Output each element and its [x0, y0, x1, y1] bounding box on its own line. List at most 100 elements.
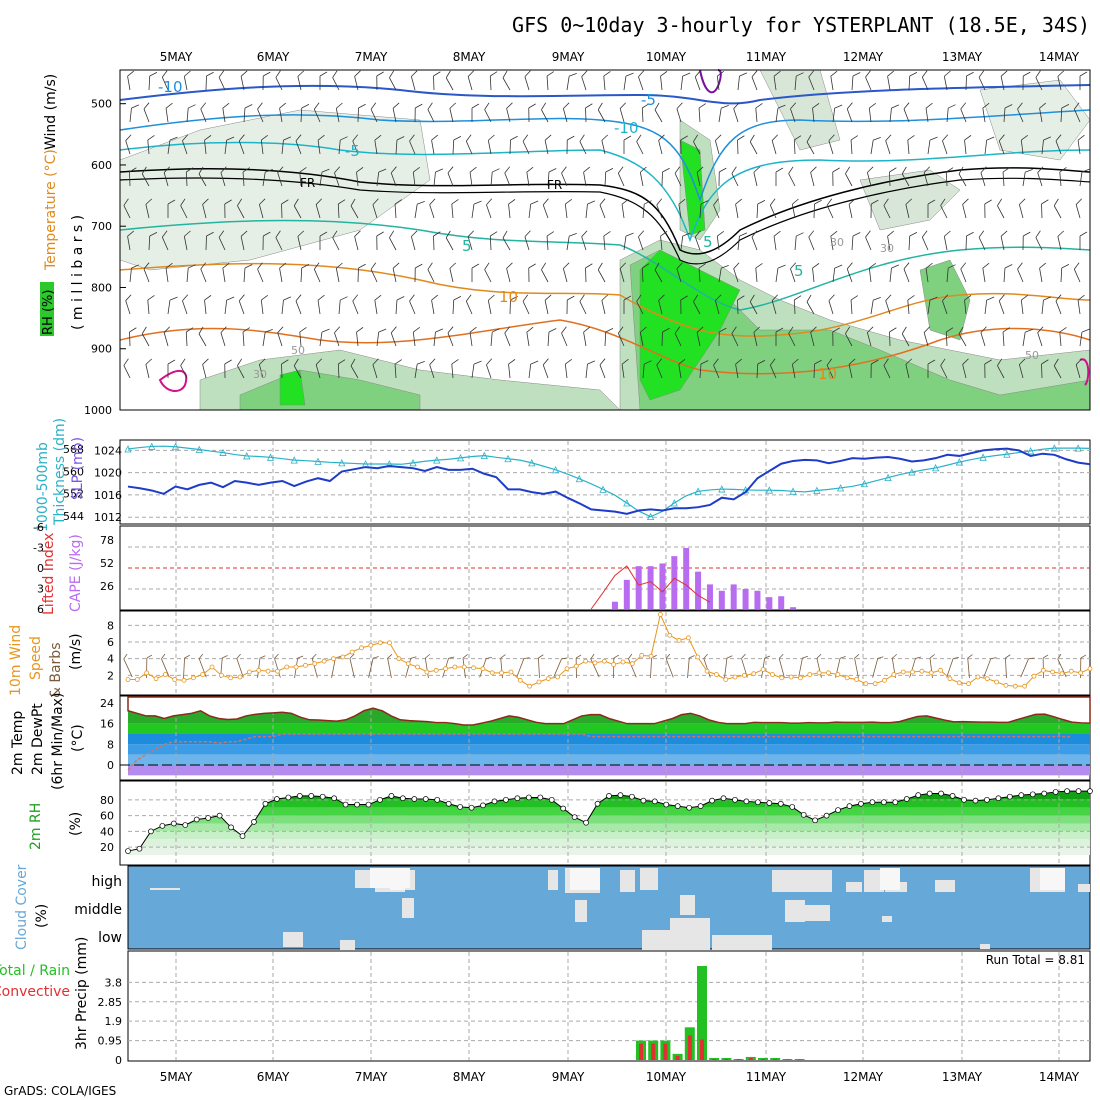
wind-barb — [332, 70, 340, 91]
wind-barb — [793, 135, 802, 155]
run-total: Run Total = 8.81 — [986, 953, 1085, 967]
barb-shaft — [502, 237, 511, 251]
rh-marker — [583, 819, 589, 826]
rh-marker — [892, 799, 899, 806]
wind-marker — [499, 670, 504, 676]
wind-barb — [1075, 358, 1083, 379]
wind-barb — [414, 200, 425, 219]
barb-flag — [319, 71, 328, 77]
wind-barb — [737, 72, 748, 91]
cape-bar — [730, 584, 737, 609]
barb-flag — [431, 294, 439, 301]
barb-shaft — [1057, 236, 1062, 251]
wind-barb — [182, 294, 189, 315]
wind-barb — [205, 231, 214, 251]
wind-barb — [332, 230, 340, 251]
rh-tick: 80 — [100, 794, 114, 807]
barb-shaft — [487, 300, 492, 315]
barb-shaft — [641, 107, 644, 123]
precip-tick: 3.8 — [105, 976, 123, 989]
barb-flag — [1075, 198, 1083, 205]
wind-barb — [945, 167, 954, 187]
freezing-label: FR — [547, 178, 562, 192]
barb-flag — [719, 327, 727, 333]
barb-flag — [944, 70, 951, 77]
wind-barb — [165, 262, 173, 283]
cape-bar — [718, 590, 725, 609]
wind-barb — [806, 134, 815, 155]
barb-flag — [901, 166, 907, 174]
barb-flag — [982, 262, 990, 269]
barb-flag — [161, 230, 168, 238]
wind-barb — [372, 358, 379, 379]
barb-flag — [998, 134, 1005, 142]
barb-flag — [828, 294, 835, 301]
barb-shaft — [260, 300, 264, 315]
barb-shaft — [412, 332, 416, 347]
wind-marker — [1012, 683, 1018, 689]
wind-barb — [337, 359, 346, 379]
barb-flag — [311, 653, 317, 659]
rh-panel-labels: 2m RH (%) — [28, 803, 84, 850]
barb-flag — [504, 166, 511, 174]
wind-barb — [1002, 167, 1010, 187]
barb-shaft — [1055, 140, 1062, 155]
barb-shaft — [445, 77, 454, 91]
barb-shaft — [414, 364, 418, 379]
barb-shaft — [1041, 140, 1044, 155]
barb-shaft — [642, 204, 645, 219]
barb-flag — [413, 166, 420, 173]
barb-flag — [694, 70, 701, 78]
barb-flag — [358, 263, 366, 269]
wind-marker — [200, 672, 206, 677]
barb-flag — [579, 294, 585, 302]
barb-flag — [942, 294, 949, 302]
wind-barb — [1018, 198, 1026, 219]
barb-shaft — [202, 204, 207, 219]
barb-flag — [737, 295, 745, 301]
barb-shaft — [962, 364, 967, 379]
barb-flag — [693, 294, 699, 302]
barb-flag — [1073, 262, 1080, 270]
temp-label-a: 2m Temp — [10, 711, 26, 775]
barb-flag — [1037, 166, 1044, 173]
barb-flag — [796, 72, 804, 77]
barb-flag — [915, 656, 922, 659]
barb-flag — [445, 230, 451, 238]
precip-tick: 2.85 — [98, 996, 123, 1009]
wind-barb — [1039, 102, 1047, 123]
barb-shaft — [885, 140, 891, 155]
barb-flag — [448, 656, 455, 659]
barb-shaft — [200, 268, 207, 283]
rh-marker — [262, 800, 269, 807]
wind-barb — [1020, 657, 1035, 678]
barb-shaft — [279, 268, 283, 283]
barb-shaft — [694, 76, 701, 91]
wind-barb — [281, 359, 289, 379]
contour-line — [119, 84, 1091, 105]
wind-barb — [424, 654, 431, 678]
wind-barb — [870, 359, 879, 379]
barb-shaft — [508, 364, 511, 379]
wind-marker — [779, 675, 785, 681]
barb-shaft — [392, 108, 397, 123]
wind-barb — [185, 167, 194, 187]
barb-shaft — [506, 108, 511, 123]
wind-barb — [946, 264, 956, 283]
rh-region — [679, 139, 706, 236]
wind-marker — [331, 656, 336, 662]
barb-flag — [526, 166, 534, 173]
barb-shaft — [579, 141, 587, 155]
wind-barb — [636, 294, 644, 315]
wind-barb — [1018, 358, 1026, 379]
cloud-cell — [805, 905, 830, 921]
rh-marker — [617, 792, 624, 798]
cloud-cell-high — [880, 868, 900, 890]
barb-shaft — [870, 300, 874, 315]
wind-barb — [964, 135, 972, 155]
barb-flag — [1037, 326, 1044, 333]
barb-flag — [735, 358, 743, 365]
barb-flag — [435, 328, 444, 333]
wind-barb — [1079, 71, 1088, 90]
barb-shaft — [433, 332, 436, 347]
